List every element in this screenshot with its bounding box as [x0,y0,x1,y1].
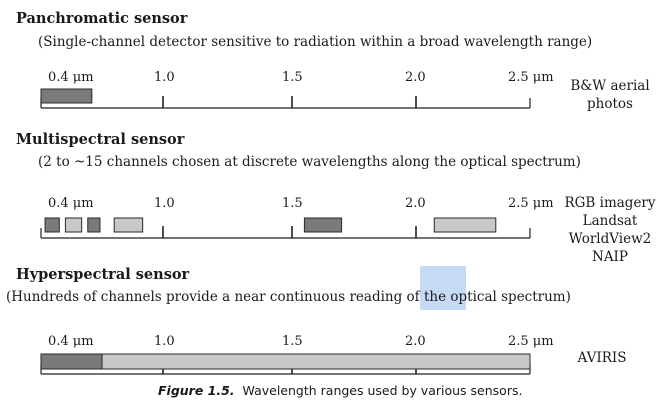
multispectral-band [433,217,497,233]
multispectral-band [113,217,144,233]
hyperspectral-description: (Hundreds of channels provide a near con… [6,289,571,305]
panchromatic-heading: Panchromatic sensor [16,10,188,27]
axis-tick-label: 1.5 [282,196,303,211]
axis-tick-label: 0.4 μm [48,196,94,211]
panchromatic-example-line: photos [587,96,633,112]
axis-tick-label: 2.0 [405,334,426,349]
multispectral-example-line: RGB imagery [564,195,656,211]
multispectral-band [64,217,83,233]
axis-tick-label: 1.5 [282,70,303,85]
text-selection-highlight [420,266,466,310]
figure-caption-text: Wavelength ranges used by various sensor… [242,383,523,398]
hyperspectral-description-start: (Hundreds of channels provide a near con… [6,289,451,305]
panchromatic-band [40,88,93,104]
hyperspectral-description-end: spectrum) [496,289,571,305]
axis-tick-label: 2.5 μm [508,70,554,85]
figure-number: Figure 1.5. [158,383,235,398]
axis-tick-label: 2.0 [405,196,426,211]
axis-tick-label: 1.0 [154,70,175,85]
axis-tick-label: 0.4 μm [48,334,94,349]
figure-caption: Figure 1.5. Wavelength ranges used by va… [158,383,522,398]
multispectral-example-line: NAIP [592,249,628,265]
multispectral-heading: Multispectral sensor [16,131,185,148]
panchromatic-examples: B&W aerial photos [568,77,652,113]
hyperspectral-band [40,353,103,370]
hyperspectral-band [101,353,531,370]
multispectral-band [44,217,60,233]
hyperspectral-examples: AVIRIS [566,349,638,367]
axis-tick-label: 2.5 μm [508,196,554,211]
panchromatic-description: (Single-channel detector sensitive to ra… [38,34,593,50]
hyperspectral-description-highlighted-word[interactable]: optical [450,289,497,305]
hyperspectral-example-line: AVIRIS [577,350,627,366]
multispectral-band [87,217,101,233]
axis-tick-label: 2.0 [405,70,426,85]
multispectral-example-line: WorldView2 [568,231,652,247]
multispectral-example-line: Landsat [582,213,638,229]
multispectral-band [303,217,343,233]
hyperspectral-heading: Hyperspectral sensor [16,266,190,283]
axis-tick-label: 0.4 μm [48,70,94,85]
axis-tick-label: 1.0 [154,334,175,349]
axis-tick-label: 1.5 [282,334,303,349]
multispectral-description: (2 to ~15 channels chosen at discrete wa… [38,154,581,170]
axis-tick-label: 1.0 [154,196,175,211]
multispectral-examples: RGB imagery Landsat WorldView2 NAIP [562,194,658,266]
axis-tick-label: 2.5 μm [508,334,554,349]
figure-caption-gap [235,383,243,398]
panchromatic-example-line: B&W aerial [570,78,650,94]
